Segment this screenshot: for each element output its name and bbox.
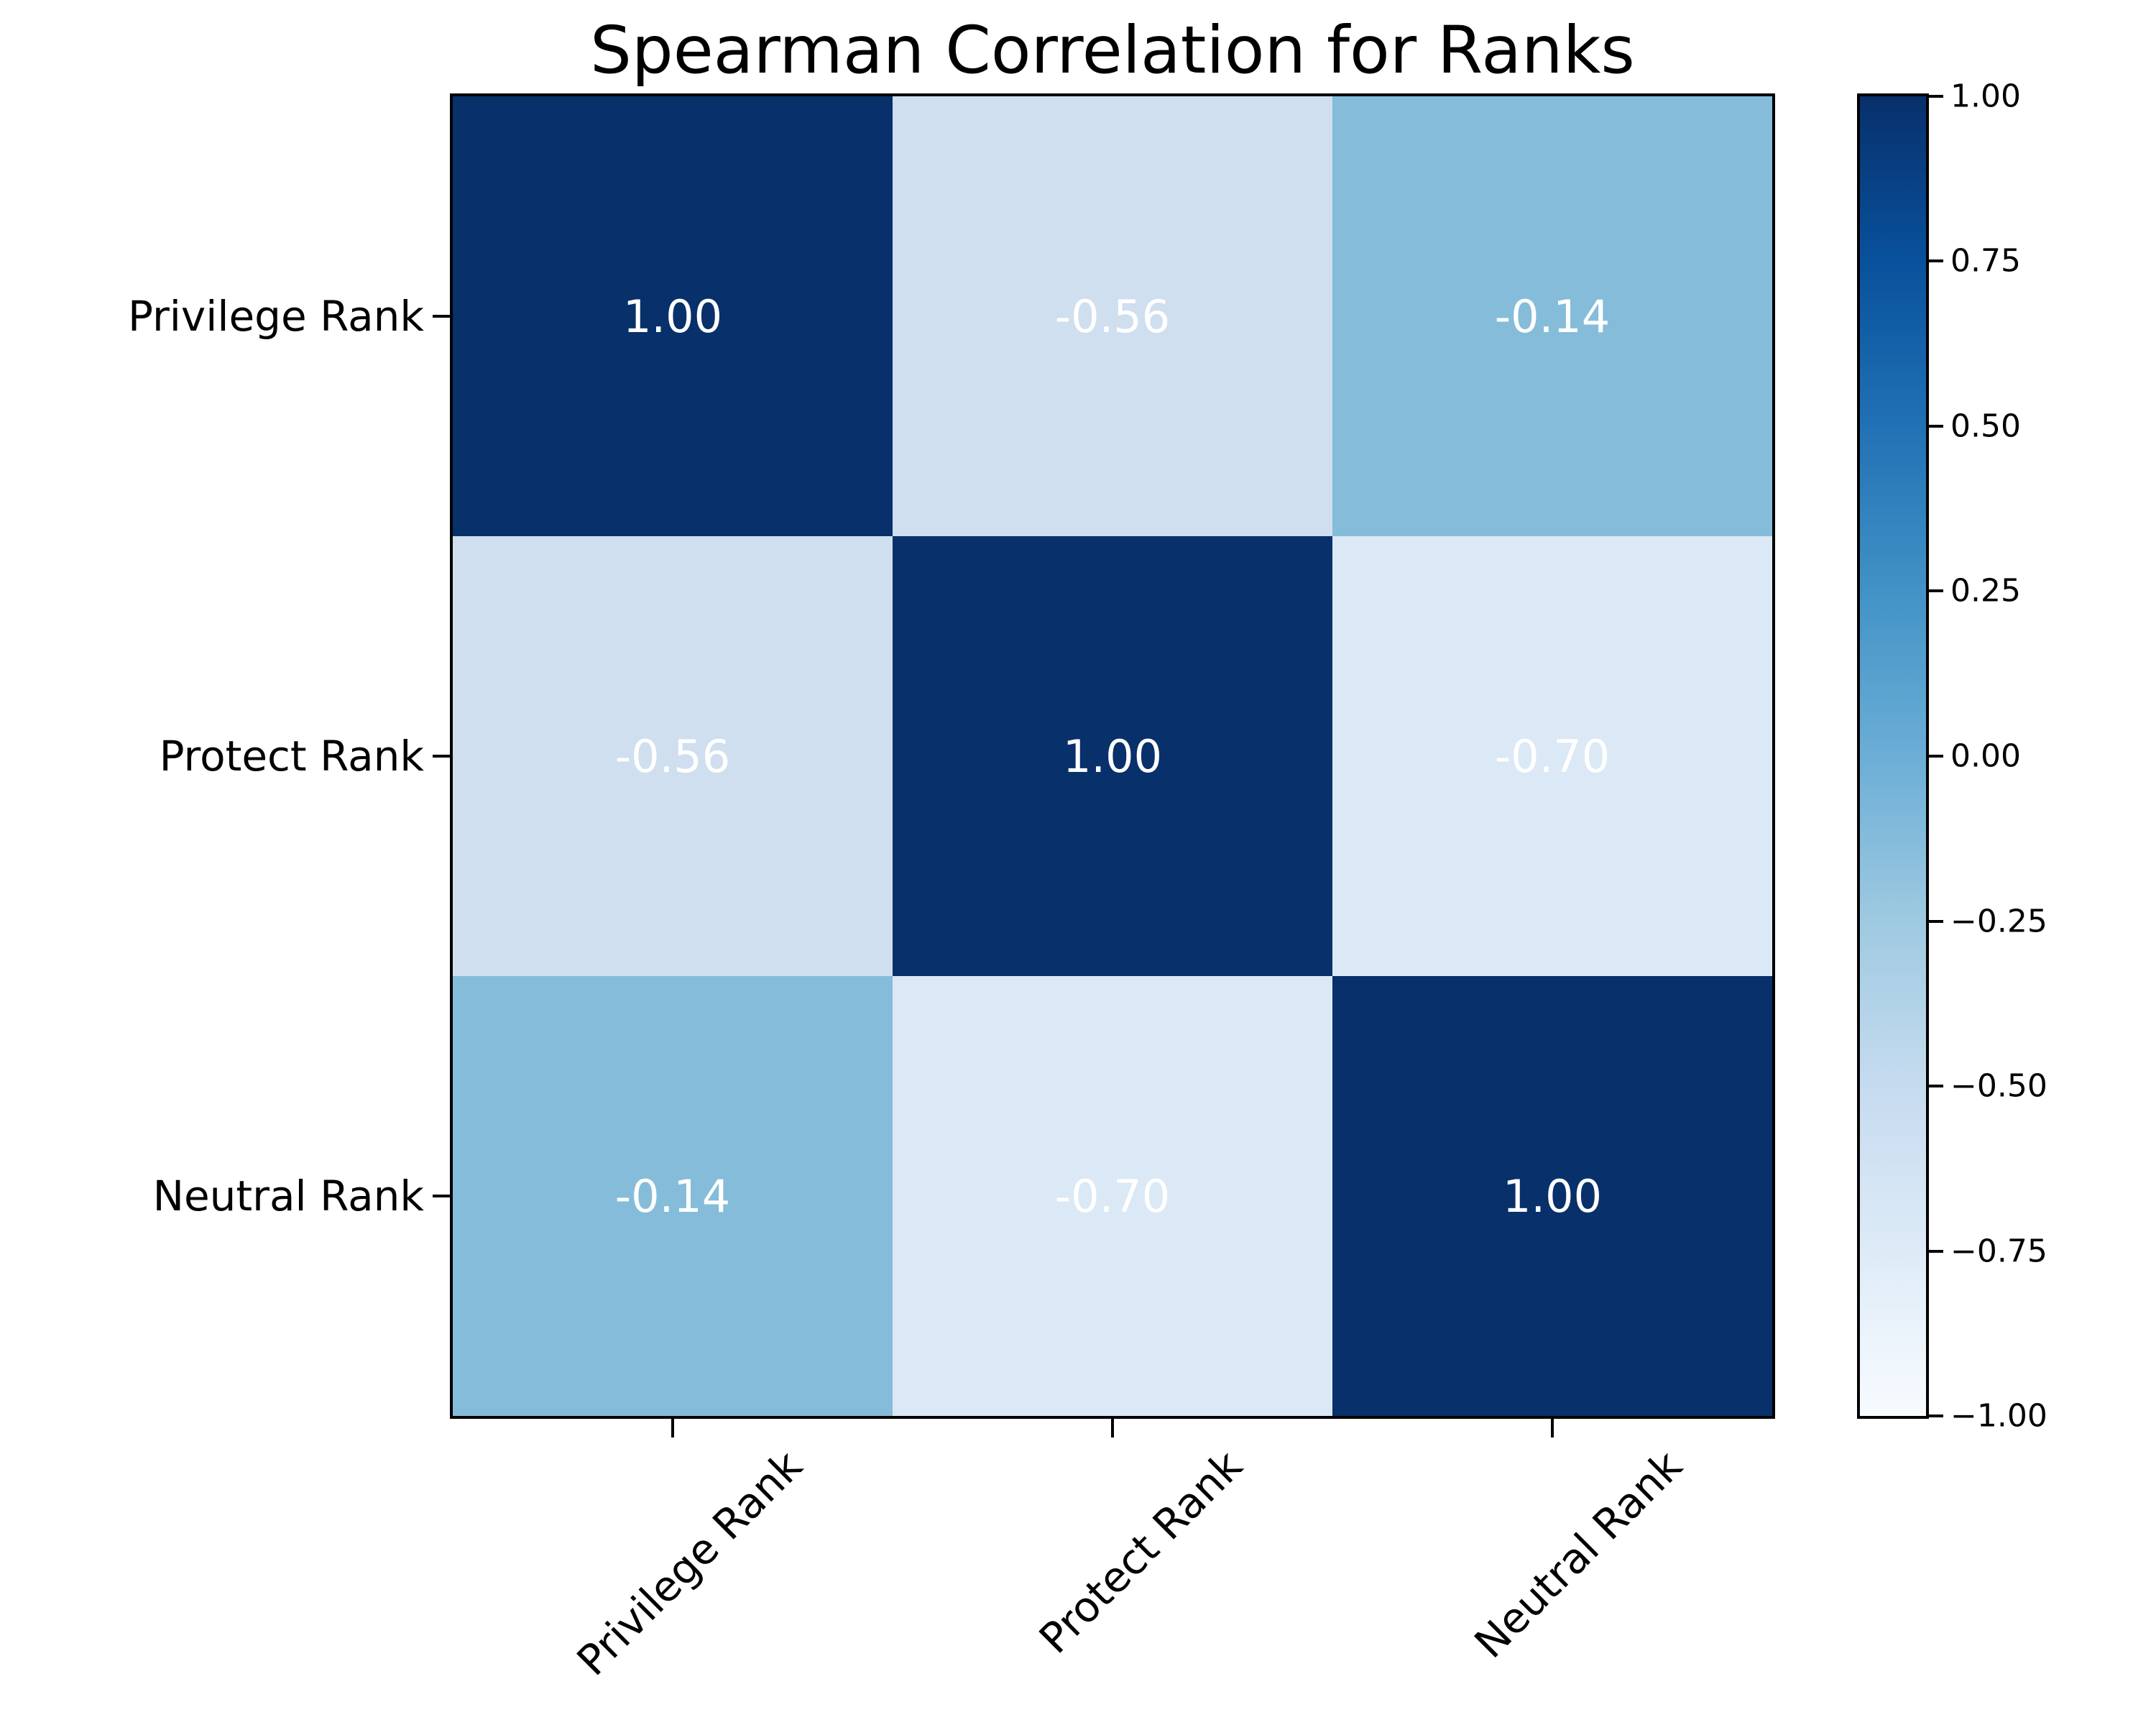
colorbar-tick: [1929, 425, 1943, 428]
colorbar-tick: [1929, 920, 1943, 923]
cell-value: -0.56: [1054, 290, 1171, 343]
x-axis-label: Neutral Rank: [1465, 1441, 1692, 1668]
heatmap-grid: 1.00 -0.56 -0.14 -0.56 1.00 -0.70 -0.14 …: [450, 93, 1775, 1419]
colorbar-tick-label: −0.50: [1950, 1067, 2047, 1105]
heatmap-cell: -0.14: [1332, 96, 1772, 536]
colorbar: [1857, 93, 1929, 1419]
colorbar-tick-label: 0.00: [1950, 737, 2021, 775]
y-axis-tick: [433, 315, 453, 318]
y-axis-tick: [433, 755, 453, 758]
colorbar-tick: [1929, 589, 1943, 592]
x-axis-tick: [1111, 1419, 1114, 1438]
cell-value: 1.00: [622, 290, 723, 343]
chart-title: Spearman Correlation for Ranks: [590, 13, 1635, 88]
x-axis-label: Privilege Rank: [567, 1441, 812, 1685]
heatmap-cell: -0.70: [893, 976, 1332, 1416]
colorbar-tick-label: −0.75: [1950, 1233, 2047, 1270]
colorbar-tick: [1929, 1085, 1943, 1087]
cell-value: 1.00: [1502, 1169, 1603, 1223]
x-axis-label: Protect Rank: [1029, 1441, 1252, 1663]
colorbar-tick-label: −0.25: [1950, 903, 2047, 940]
colorbar-tick-label: 0.25: [1950, 572, 2021, 610]
cell-value: -0.70: [1494, 730, 1611, 783]
y-axis-label: Protect Rank: [159, 732, 424, 781]
y-axis-label: Privilege Rank: [127, 292, 424, 341]
colorbar-tick: [1929, 259, 1943, 262]
heatmap-cell: 1.00: [453, 96, 893, 536]
cell-value: -0.14: [614, 1169, 731, 1223]
y-axis-label: Neutral Rank: [152, 1172, 424, 1220]
heatmap-cell: -0.14: [453, 976, 893, 1416]
colorbar-tick-label: 1.00: [1950, 78, 2021, 115]
cell-value: -0.56: [614, 730, 731, 783]
x-axis-tick: [671, 1419, 674, 1438]
heatmap-cell: -0.70: [1332, 536, 1772, 976]
colorbar-tick: [1929, 1250, 1943, 1253]
y-axis-tick: [433, 1195, 453, 1197]
colorbar-tick: [1929, 95, 1943, 98]
heatmap-cell: 1.00: [1332, 976, 1772, 1416]
colorbar-tick-label: 0.50: [1950, 408, 2021, 445]
cell-value: 1.00: [1062, 730, 1163, 783]
colorbar-tick: [1929, 1414, 1943, 1417]
colorbar-tick-label: −1.00: [1950, 1397, 2047, 1435]
heatmap-cell: 1.00: [893, 536, 1332, 976]
heatmap-cell: -0.56: [453, 536, 893, 976]
heatmap-cell: -0.56: [893, 96, 1332, 536]
x-axis-tick: [1551, 1419, 1554, 1438]
cell-value: -0.14: [1494, 290, 1611, 343]
colorbar-tick-label: 0.75: [1950, 242, 2021, 280]
colorbar-tick: [1929, 755, 1943, 758]
cell-value: -0.70: [1054, 1169, 1171, 1223]
